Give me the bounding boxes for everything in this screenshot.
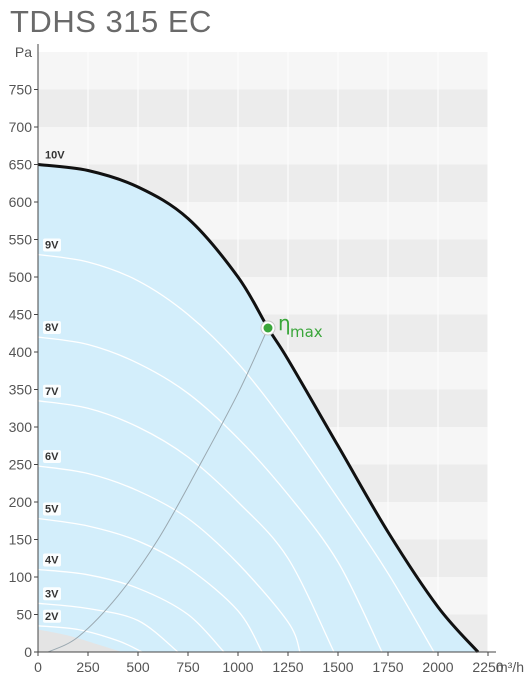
voltage-label-bg	[43, 321, 61, 334]
y-tick-label: 750	[9, 82, 33, 98]
voltage-curve-6v	[37, 465, 301, 653]
eta-max-label: η	[278, 311, 291, 335]
chart-title: TDHS 315 EC	[10, 4, 212, 39]
x-tick-label: 1250	[272, 659, 303, 675]
y-tick-label: 50	[16, 607, 32, 623]
x-tick-label: 2250	[472, 659, 503, 675]
voltage-label-4v: 4V	[45, 555, 59, 567]
voltage-curve-5v	[37, 517, 263, 653]
x-tick-label: 500	[126, 659, 150, 675]
voltage-label-bg	[43, 384, 61, 398]
voltage-curve-3v	[37, 602, 179, 653]
voltage-label-7v: 7V	[45, 386, 59, 398]
y-tick-label: 700	[9, 119, 33, 135]
voltage-labels: 10V 9V 8V 7V 6V 5V 4V 3V 2V	[43, 150, 65, 623]
voltage-label-3v: 3V	[45, 588, 59, 600]
y-tick-label: 600	[9, 194, 33, 210]
voltage-label-10v: 10V	[45, 150, 65, 162]
voltage-label-bg	[43, 609, 61, 623]
voltage-curve-4v	[37, 568, 225, 653]
voltage-label-bg	[43, 553, 61, 567]
voltage-label-6v: 6V	[45, 451, 59, 463]
voltage-label-bg	[43, 450, 61, 463]
y-tick-label: 100	[9, 569, 33, 585]
y-tick-label: 300	[9, 419, 33, 435]
y-tick-label: 200	[9, 494, 33, 510]
y-tick-label: 150	[9, 532, 33, 548]
voltage-curve-8v	[37, 336, 383, 653]
x-tick-label: 2000	[422, 659, 453, 675]
background-band	[38, 127, 488, 165]
voltage-label-8v: 8V	[45, 322, 59, 334]
y-tick-label: 500	[9, 269, 33, 285]
low-region-fill	[38, 629, 122, 652]
voltage-curve-9v	[37, 253, 435, 653]
x-tick-label: 1000	[222, 659, 253, 675]
eta-max-subscript: max	[290, 323, 323, 341]
x-tick-label: 250	[76, 659, 100, 675]
y-tick-label: 250	[9, 457, 33, 473]
voltage-label-9v: 9V	[45, 240, 59, 252]
voltage-label-2v: 2V	[45, 611, 59, 623]
x-tick-label: 1750	[372, 659, 403, 675]
eta-max-marker: η max	[260, 311, 323, 341]
voltage-label-bg	[43, 587, 61, 601]
y-axis-unit: Pa	[15, 44, 32, 60]
eta-max-point	[263, 323, 273, 333]
voltage-curve-7v	[37, 400, 335, 653]
x-axis-unit: m³/h	[496, 659, 524, 675]
voltage-curve-2v	[37, 625, 143, 653]
axes: 0 50 100 150 200 250 300 350 400 450 500 550 600 650 7…	[9, 44, 524, 675]
y-tick-label: 350	[9, 382, 33, 398]
voltage-label-bg	[43, 502, 61, 516]
background-band	[38, 89, 488, 127]
y-tick-label: 650	[9, 157, 33, 173]
x-tick-label: 750	[176, 659, 200, 675]
y-tick-label: 450	[9, 307, 33, 323]
x-tick-label: 0	[34, 659, 42, 675]
y-tick-label: 550	[9, 232, 33, 248]
background-band	[38, 52, 488, 90]
efficiency-curve	[47, 327, 269, 653]
voltage-label-5v: 5V	[45, 504, 59, 516]
y-tick-label: 400	[9, 344, 33, 360]
voltage-curves	[37, 253, 435, 653]
x-tick-label: 1500	[322, 659, 353, 675]
voltage-label-bg	[43, 238, 61, 252]
y-tick-label: 0	[24, 644, 32, 660]
